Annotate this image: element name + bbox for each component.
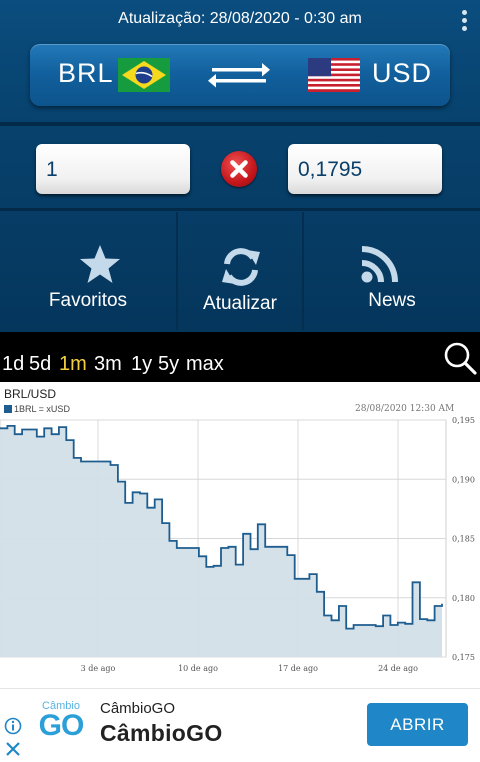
last-update-text: Atualização: 28/08/2020 - 0:30 am (118, 10, 362, 27)
series-area (0, 425, 442, 657)
y-tick-label: 0,195 (452, 416, 475, 425)
action-separator (302, 212, 304, 330)
section-divider (0, 122, 480, 126)
clear-x-icon (230, 160, 248, 178)
swap-arrows-icon[interactable] (208, 60, 270, 90)
to-amount-input[interactable]: 0,1795 (288, 144, 442, 194)
refresh-button[interactable]: Atualizar (178, 212, 302, 330)
refresh-label: Atualizar (203, 293, 277, 314)
range-1d[interactable]: 1d (2, 353, 25, 375)
logo-text: GO (38, 709, 85, 742)
rss-icon (361, 246, 398, 283)
ad-advertiser: CâmbioGO (100, 700, 176, 717)
range-max[interactable]: max (186, 353, 224, 375)
ad-headline: CâmbioGO (100, 720, 223, 746)
search-icon[interactable] (442, 340, 478, 376)
refresh-icon (222, 248, 260, 286)
rate-chart[interactable]: 0,175 0,180 0,185 0,190 0,195 3 de ago 10 de a… (0, 382, 480, 688)
logo-caption: Câmbio (42, 700, 80, 712)
x-tick-label: 17 de ago (278, 664, 318, 673)
from-amount-input[interactable]: 1 (36, 144, 190, 194)
usa-flag-icon (308, 58, 360, 92)
legend-text: 1BRL = xUSD (14, 404, 70, 414)
action-separator (176, 212, 178, 330)
clear-button[interactable] (221, 151, 257, 187)
y-tick-label: 0,190 (452, 475, 475, 484)
news-label: News (368, 290, 416, 311)
chart-timestamp: 28/08/2020 12:30 AM (355, 404, 455, 414)
cambiogo-logo: Câmbio GO (34, 700, 88, 750)
legend-swatch (4, 405, 12, 413)
x-tick-label: 10 de ago (178, 664, 218, 673)
range-3m[interactable]: 3m (94, 353, 122, 375)
star-icon (80, 245, 120, 283)
range-1m[interactable]: 1m (59, 353, 87, 375)
x-tick-label: 3 de ago (81, 664, 116, 673)
news-button[interactable]: News (304, 212, 480, 330)
y-tick-label: 0,175 (452, 653, 475, 662)
info-icon[interactable] (4, 717, 22, 735)
section-divider (0, 208, 480, 211)
favorites-button[interactable]: Favoritos (0, 212, 176, 330)
favorites-label: Favoritos (48, 290, 128, 311)
y-tick-label: 0,185 (452, 535, 475, 544)
close-icon[interactable] (4, 740, 22, 758)
to-currency-code[interactable]: USD (372, 58, 433, 88)
range-5y[interactable]: 5y (158, 353, 180, 375)
range-1y[interactable]: 1y (131, 353, 153, 375)
range-5d[interactable]: 5d (29, 353, 52, 375)
kebab-menu-icon[interactable] (462, 10, 468, 32)
from-currency-code[interactable]: BRL (58, 58, 114, 88)
y-tick-label: 0,180 (452, 594, 475, 603)
series-line (0, 425, 443, 630)
x-tick-label: 24 de ago (378, 664, 418, 673)
brazil-flag-icon (118, 58, 170, 92)
range-selector-bar (0, 332, 480, 382)
currency-pair-selector[interactable]: BRL USD (30, 44, 450, 106)
chart-legend: 1BRL = xUSD (4, 404, 70, 414)
chart-title: BRL/USD (4, 387, 57, 401)
ad-open-button[interactable]: ABRIR (367, 703, 468, 746)
